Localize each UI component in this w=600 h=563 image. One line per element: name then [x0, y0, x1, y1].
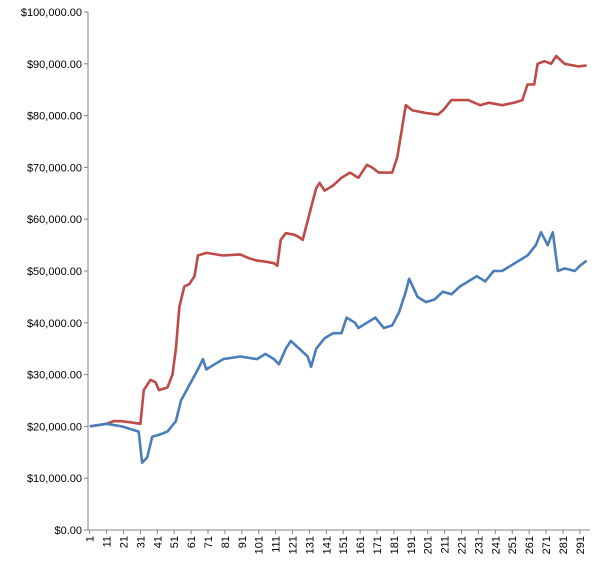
- x-tick-label: 291: [575, 536, 587, 554]
- y-tick-label: $70,000.00: [27, 162, 82, 174]
- y-tick-label: $20,000.00: [27, 421, 82, 433]
- y-tick-label: $40,000.00: [27, 318, 82, 330]
- x-tick-label: 201: [423, 536, 435, 554]
- x-tick-label: 161: [355, 536, 367, 554]
- x-tick-label: 111: [271, 536, 283, 553]
- y-tick-label: $100,000.00: [21, 7, 82, 19]
- y-tick-label: $50,000.00: [27, 266, 82, 278]
- x-tick-label: 71: [203, 536, 215, 548]
- x-tick-label: 151: [338, 536, 350, 554]
- x-tick-label: 171: [372, 536, 384, 554]
- y-tick-label: $0.00: [54, 525, 82, 537]
- x-tick-label: 121: [288, 536, 300, 554]
- x-tick-label: 211: [440, 536, 452, 554]
- x-tick-label: 61: [186, 536, 198, 548]
- series-line: [89, 230, 588, 464]
- x-tick-label: 141: [321, 536, 333, 554]
- y-tick-label: $60,000.00: [27, 214, 82, 226]
- series-line: [89, 54, 587, 428]
- x-tick-label: 11: [102, 536, 114, 547]
- x-tick-label: 271: [541, 536, 553, 554]
- y-tick-label: $30,000.00: [27, 370, 82, 382]
- y-tick-label: $10,000.00: [27, 473, 82, 485]
- x-tick-label: 221: [457, 536, 469, 554]
- x-tick-label: 31: [135, 536, 147, 548]
- x-tick-label: 281: [558, 536, 570, 554]
- x-tick-label: 251: [507, 536, 519, 554]
- y-tick-label: $80,000.00: [27, 111, 82, 123]
- x-tick-label: 21: [118, 536, 130, 548]
- x-tick-label: 1: [85, 536, 97, 542]
- x-tick-label: 191: [406, 536, 418, 554]
- y-tick-label: $90,000.00: [27, 59, 82, 71]
- x-tick-label: 51: [169, 536, 181, 548]
- x-tick-label: 101: [254, 536, 266, 554]
- x-tick-label: 41: [152, 536, 164, 548]
- x-tick-label: 241: [490, 536, 502, 554]
- x-tick-label: 181: [389, 536, 401, 554]
- x-tick-label: 231: [473, 536, 485, 554]
- x-tick-label: 131: [304, 536, 316, 554]
- x-tick-label: 81: [220, 536, 232, 548]
- x-tick-label: 261: [524, 536, 536, 554]
- x-tick-label: 91: [237, 536, 249, 548]
